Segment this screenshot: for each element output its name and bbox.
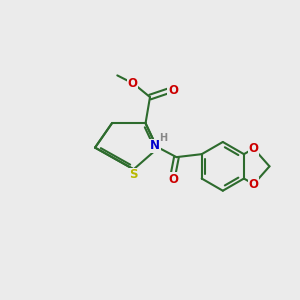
Text: N: N [150,139,160,152]
Text: O: O [168,84,178,97]
Text: H: H [159,133,167,142]
Text: O: O [168,172,178,186]
Text: O: O [128,77,137,90]
Text: O: O [249,142,259,155]
Text: O: O [249,178,259,191]
Text: S: S [129,168,138,181]
